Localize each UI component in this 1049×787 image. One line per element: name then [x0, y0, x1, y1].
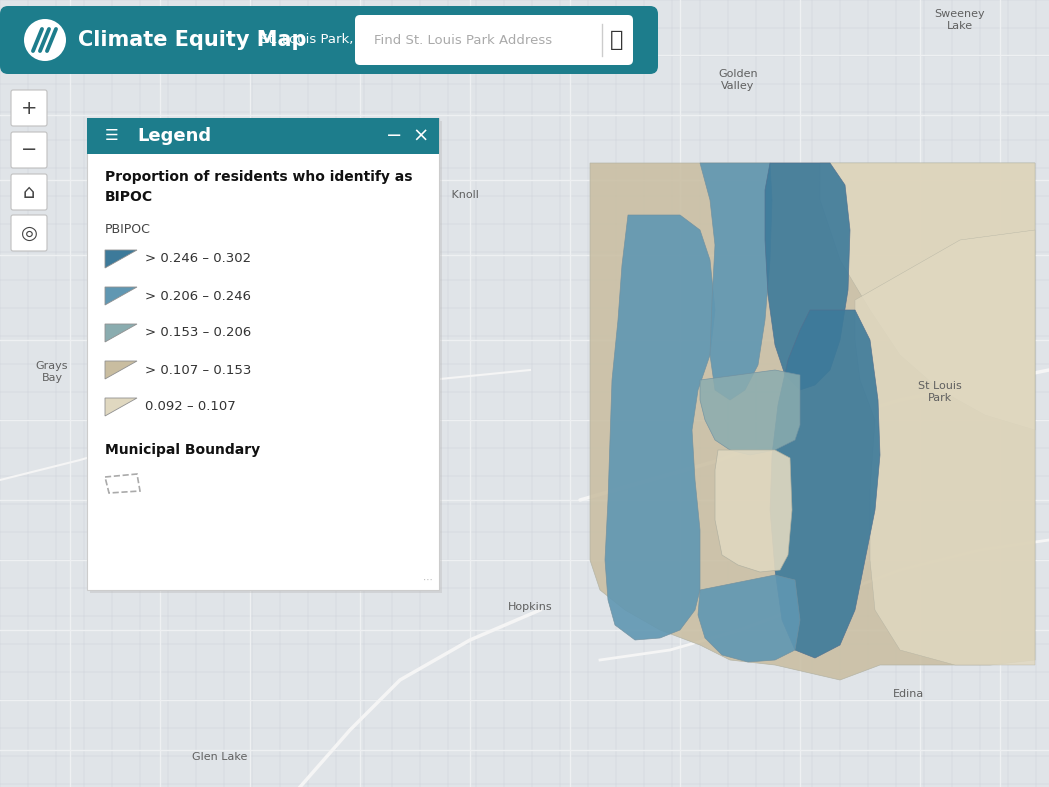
Text: ◎: ◎ — [21, 224, 38, 242]
FancyBboxPatch shape — [10, 132, 47, 168]
Polygon shape — [700, 163, 772, 400]
Polygon shape — [105, 398, 137, 416]
Polygon shape — [105, 287, 137, 305]
Text: 0.092 – 0.107: 0.092 – 0.107 — [145, 401, 236, 413]
Text: ⌕: ⌕ — [611, 30, 624, 50]
Text: St Louis
Park: St Louis Park — [918, 381, 962, 403]
FancyBboxPatch shape — [0, 6, 658, 74]
Text: Proportion of residents who identify as: Proportion of residents who identify as — [105, 170, 412, 184]
Text: Grays
Bay: Grays Bay — [36, 361, 68, 382]
Text: Edina: Edina — [893, 689, 923, 699]
FancyBboxPatch shape — [355, 15, 633, 65]
FancyBboxPatch shape — [87, 118, 438, 154]
Text: Sweeney
Lake: Sweeney Lake — [935, 9, 985, 31]
Text: Legend: Legend — [137, 127, 211, 145]
Text: ×: × — [413, 127, 429, 146]
Text: Golden
Valley: Golden Valley — [719, 69, 757, 91]
Text: Climate Equity Map: Climate Equity Map — [78, 30, 306, 50]
Text: ⌂: ⌂ — [23, 183, 36, 201]
Polygon shape — [820, 163, 1035, 430]
Polygon shape — [105, 361, 137, 379]
Text: St. Louis Park, MN: St. Louis Park, MN — [260, 34, 379, 46]
Text: > 0.206 – 0.246: > 0.206 – 0.246 — [145, 290, 251, 302]
FancyBboxPatch shape — [90, 121, 442, 593]
FancyBboxPatch shape — [10, 174, 47, 210]
Polygon shape — [855, 230, 1035, 665]
FancyBboxPatch shape — [10, 215, 47, 251]
Polygon shape — [770, 310, 880, 658]
Polygon shape — [590, 163, 1035, 680]
Polygon shape — [605, 215, 715, 640]
Text: −: − — [386, 127, 402, 146]
Text: ☰: ☰ — [105, 128, 119, 143]
Text: Glen Lake: Glen Lake — [192, 752, 248, 762]
Text: > 0.107 – 0.153: > 0.107 – 0.153 — [145, 364, 252, 376]
Polygon shape — [765, 163, 850, 390]
Text: > 0.246 – 0.302: > 0.246 – 0.302 — [145, 253, 251, 265]
Text: BIPOC: BIPOC — [105, 190, 153, 204]
Polygon shape — [105, 324, 137, 342]
FancyBboxPatch shape — [10, 90, 47, 126]
Text: −: − — [21, 141, 37, 160]
Text: > 0.153 – 0.206: > 0.153 – 0.206 — [145, 327, 252, 339]
Polygon shape — [700, 370, 800, 455]
Text: +: + — [21, 98, 38, 117]
Text: ⋯: ⋯ — [423, 575, 433, 585]
Circle shape — [24, 19, 66, 61]
Text: Medicine
Lake: Medicine Lake — [470, 9, 520, 31]
Polygon shape — [715, 450, 792, 572]
FancyBboxPatch shape — [87, 118, 438, 590]
Text: PBIPOC: PBIPOC — [105, 223, 151, 236]
Text: Find St. Louis Park Address: Find St. Louis Park Address — [374, 34, 552, 46]
Text: Hopkins: Hopkins — [508, 602, 553, 612]
Text: Knoll: Knoll — [448, 190, 478, 200]
Polygon shape — [105, 250, 137, 268]
Text: Municipal Boundary: Municipal Boundary — [105, 443, 260, 457]
Polygon shape — [698, 575, 800, 662]
